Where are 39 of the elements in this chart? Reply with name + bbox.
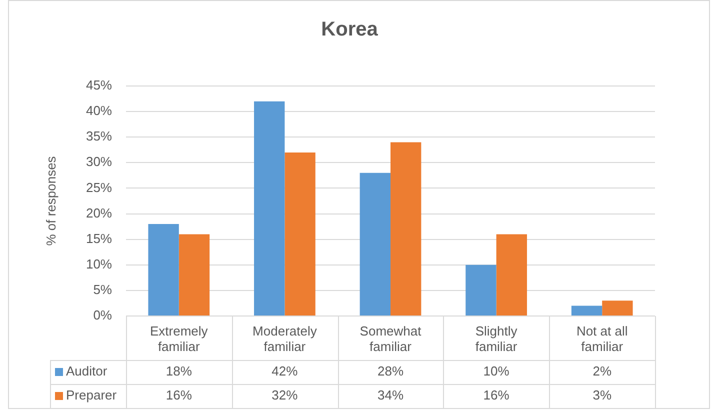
bar (571, 306, 602, 316)
y-tick-label: 30% (86, 154, 112, 170)
y-tick-label: 0% (93, 308, 112, 323)
y-axis-title: % of responses (43, 156, 58, 246)
bar (284, 152, 316, 316)
x-tick-label: Extremely familiar (150, 323, 208, 354)
y-tick-label: 20% (86, 205, 112, 220)
data-label: 3% (592, 388, 612, 403)
data-label: 18% (166, 364, 192, 379)
legend-label: Auditor (66, 364, 108, 379)
data-label: 16% (483, 388, 510, 403)
bar (496, 234, 527, 316)
bar (466, 264, 496, 316)
y-tick-label: 40% (86, 103, 112, 118)
x-tick-label: Not at all familiar (576, 323, 628, 354)
data-label: 32% (272, 388, 298, 403)
y-tick-label: 15% (86, 230, 112, 246)
data-label: 2% (592, 364, 612, 379)
data-label: 28% (377, 364, 404, 379)
y-tick-label: 10% (86, 256, 112, 272)
x-tick-label: Slightly familiar (475, 323, 518, 354)
bar (360, 172, 390, 316)
bar (602, 300, 633, 316)
data-label: 10% (483, 364, 510, 379)
data-label: 34% (377, 388, 404, 403)
bar (148, 224, 179, 316)
y-tick-label: 35% (86, 128, 112, 144)
x-tick-label: Somewhat familiar (360, 323, 422, 354)
bar (390, 142, 422, 316)
y-tick-label: 5% (93, 282, 112, 298)
chart-title: Korea (321, 18, 379, 41)
bar (178, 234, 210, 316)
x-tick-label: Moderately familiar (252, 323, 318, 354)
data-label: 42% (272, 364, 298, 379)
y-tick-label: 25% (86, 180, 112, 195)
y-tick-label: 45% (86, 78, 112, 93)
bar (254, 101, 285, 316)
legend-label: Preparer (66, 388, 118, 403)
data-label: 16% (166, 388, 192, 403)
